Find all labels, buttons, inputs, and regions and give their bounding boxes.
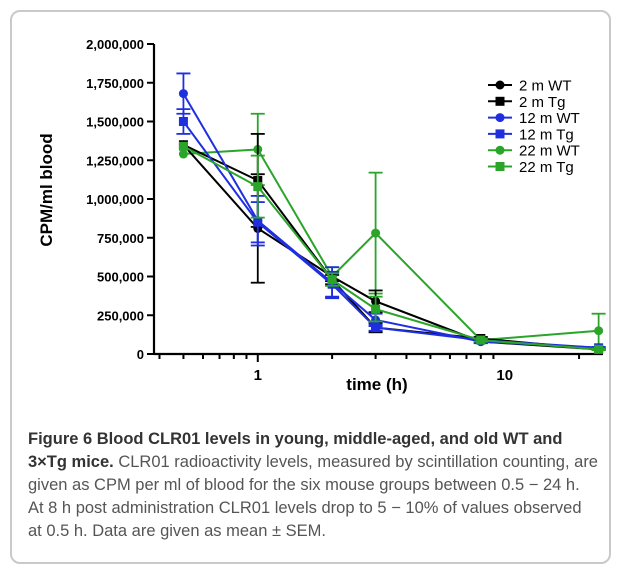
x-tick-label: 1 <box>254 367 262 384</box>
axes: 0 250,000 500,000 750,000 1,000,000 1,250,000… <box>86 37 603 384</box>
y-tick-label: 2,000,000 <box>86 37 144 52</box>
y-tick-label: 1,750,000 <box>86 76 144 91</box>
data-point <box>178 141 188 151</box>
caption-body: CLR01 radioactivity levels, measured by … <box>28 453 598 540</box>
y-axis-label: CPM/ml blood <box>37 133 56 246</box>
y-tick-label: 750,000 <box>97 231 144 246</box>
y-tick-label: 0 <box>137 347 144 362</box>
legend-marker <box>495 96 505 106</box>
data-point <box>594 344 604 354</box>
data-point <box>253 217 263 227</box>
data-point <box>371 228 381 238</box>
data-point <box>594 326 604 336</box>
data-point <box>178 117 188 126</box>
series-line <box>182 143 599 351</box>
caption-title: Figure 6 Blood CLR01 levels in young, mi… <box>28 430 563 471</box>
data-point <box>371 304 381 314</box>
legend-marker <box>495 129 505 139</box>
series-layer <box>176 72 606 354</box>
y-tick-label: 1,250,000 <box>86 153 144 168</box>
figure-caption: Figure 6 Blood CLR01 levels in young, mi… <box>28 428 598 543</box>
y-tick-label: 1,500,000 <box>86 115 144 130</box>
legend-label: 12 m Tg <box>519 126 574 143</box>
legend-marker <box>495 113 505 123</box>
data-point <box>371 323 381 333</box>
figure-panel: 0 250,000 500,000 750,000 1,000,000 1,250,000… <box>10 10 611 564</box>
legend-marker <box>495 80 505 90</box>
data-point <box>178 149 188 159</box>
data-point <box>476 335 486 345</box>
series-22-m-tg <box>178 141 606 354</box>
series-line <box>182 145 599 351</box>
legend-marker <box>495 145 505 155</box>
x-tick-label: 10 <box>496 367 513 384</box>
legend-marker <box>495 162 505 171</box>
data-point <box>178 89 188 99</box>
legend-label: 2 m WT <box>519 78 572 95</box>
y-tick-label: 250,000 <box>97 308 144 323</box>
y-tick-label: 500,000 <box>97 270 144 285</box>
data-point <box>327 275 337 285</box>
legend-label: 22 m WT <box>519 143 580 160</box>
legend-label: 2 m Tg <box>519 94 565 111</box>
series-line <box>183 148 599 342</box>
data-point <box>253 182 263 192</box>
legend-label: 22 m Tg <box>519 159 574 176</box>
x-axis-label: time (h) <box>346 375 407 394</box>
y-tick-label: 1,000,000 <box>86 192 144 207</box>
legend-label: 12 m WT <box>519 110 580 127</box>
line-chart: 0 250,000 500,000 750,000 1,000,000 1,250,000… <box>37 37 606 394</box>
